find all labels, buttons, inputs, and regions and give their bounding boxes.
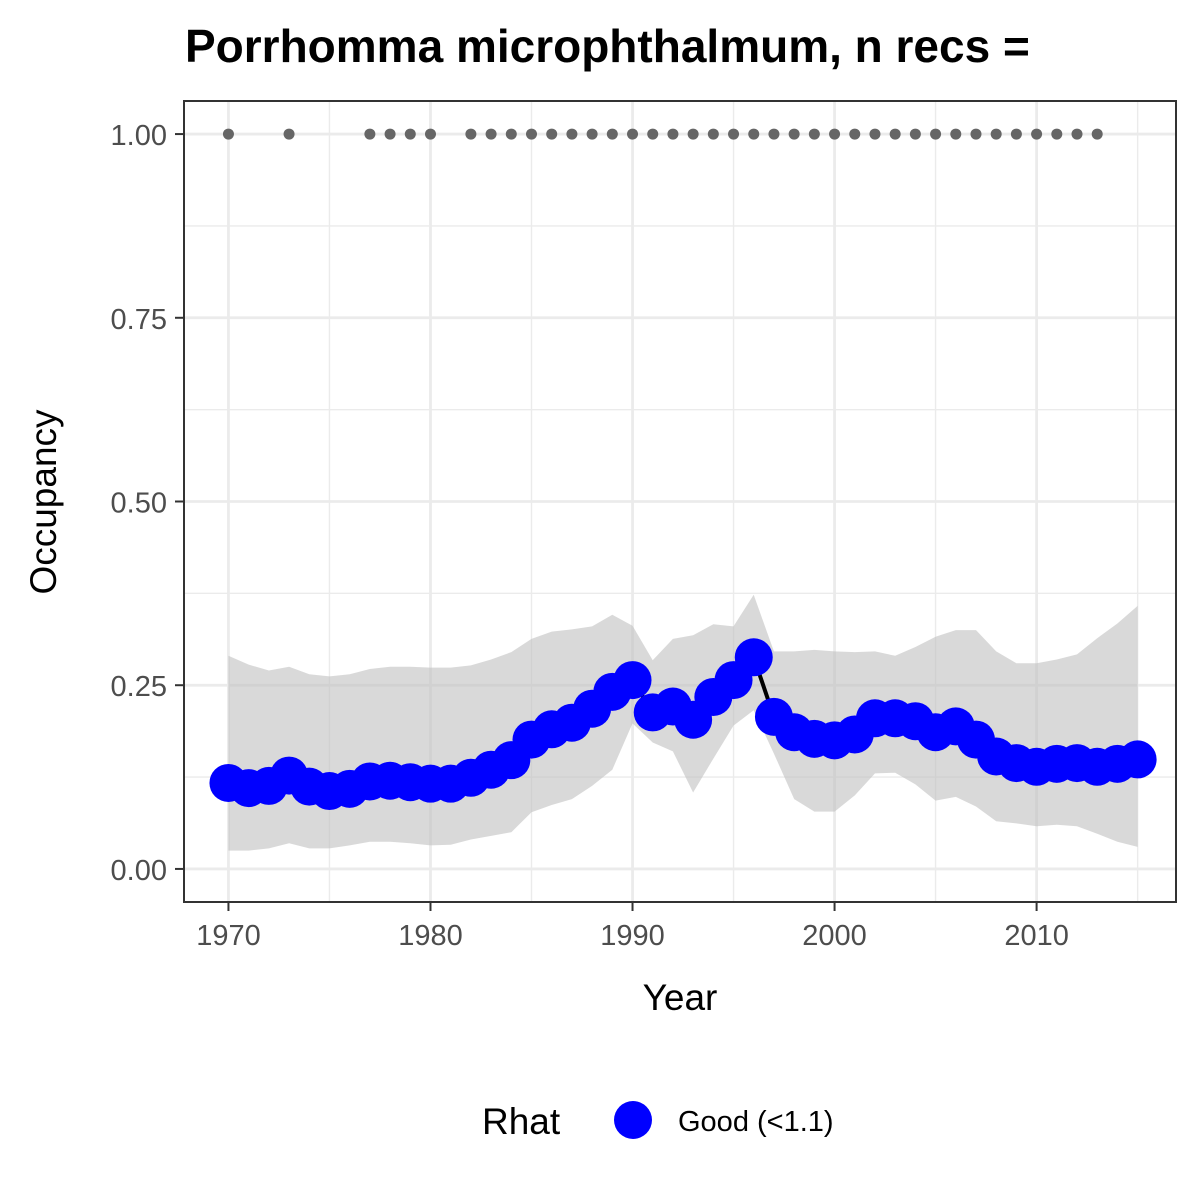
x-tick-label: 1980	[398, 920, 463, 952]
record-point	[485, 128, 497, 140]
chart-title: Porrhomma microphthalmum, n recs =	[185, 20, 1030, 72]
record-point	[950, 128, 962, 140]
record-point	[404, 128, 416, 140]
record-point	[990, 128, 1002, 140]
x-tick-label: 1990	[600, 920, 665, 952]
record-point	[283, 128, 295, 140]
record-point	[869, 128, 881, 140]
occupancy-point	[1118, 740, 1157, 779]
y-tick-label: 0.00	[111, 855, 167, 887]
record-point	[707, 128, 719, 140]
occupancy-points	[209, 638, 1157, 811]
record-point	[1051, 128, 1063, 140]
legend-swatch	[614, 1101, 652, 1139]
x-tick-label: 2010	[1004, 920, 1069, 952]
record-point	[505, 128, 517, 140]
record-point	[768, 128, 780, 140]
legend: Rhat Good (<1.1)	[482, 1101, 834, 1142]
record-point	[526, 128, 538, 140]
record-point	[1010, 128, 1022, 140]
y-tick-label: 0.25	[111, 671, 167, 703]
occupancy-point	[734, 638, 773, 677]
record-point	[748, 128, 760, 140]
x-tick-label: 1970	[196, 920, 261, 952]
record-point	[808, 128, 820, 140]
x-tick-label: 2000	[802, 920, 867, 952]
record-point	[586, 128, 598, 140]
record-point	[1091, 128, 1103, 140]
record-point	[647, 128, 659, 140]
y-tick-label: 0.75	[111, 304, 167, 336]
record-point	[1031, 128, 1043, 140]
record-point	[829, 128, 841, 140]
legend-label: Good (<1.1)	[678, 1106, 834, 1138]
record-point	[788, 128, 800, 140]
legend-title: Rhat	[482, 1101, 561, 1142]
record-points	[222, 128, 1103, 140]
y-tick-label: 1.00	[111, 120, 167, 152]
record-point	[222, 128, 234, 140]
occupancy-point	[613, 661, 652, 700]
record-point	[465, 128, 477, 140]
x-axis-ticks: 1970 1980 1990 2000 2010	[196, 902, 1069, 952]
record-point	[1071, 128, 1083, 140]
record-point	[909, 128, 921, 140]
record-point	[889, 128, 901, 140]
record-point	[930, 128, 942, 140]
record-point	[627, 128, 639, 140]
record-point	[970, 128, 982, 140]
y-tick-label: 0.50	[111, 488, 167, 520]
record-point	[566, 128, 578, 140]
record-point	[849, 128, 861, 140]
y-axis-title: Occupancy	[23, 409, 64, 595]
record-point	[424, 128, 436, 140]
y-axis-ticks: 0.00 0.25 0.50 0.75 1.00	[111, 120, 184, 887]
record-point	[606, 128, 618, 140]
record-point	[667, 128, 679, 140]
record-point	[546, 128, 558, 140]
record-point	[728, 128, 740, 140]
record-point	[687, 128, 699, 140]
record-point	[384, 128, 396, 140]
record-point	[364, 128, 376, 140]
x-axis-title: Year	[643, 977, 718, 1018]
